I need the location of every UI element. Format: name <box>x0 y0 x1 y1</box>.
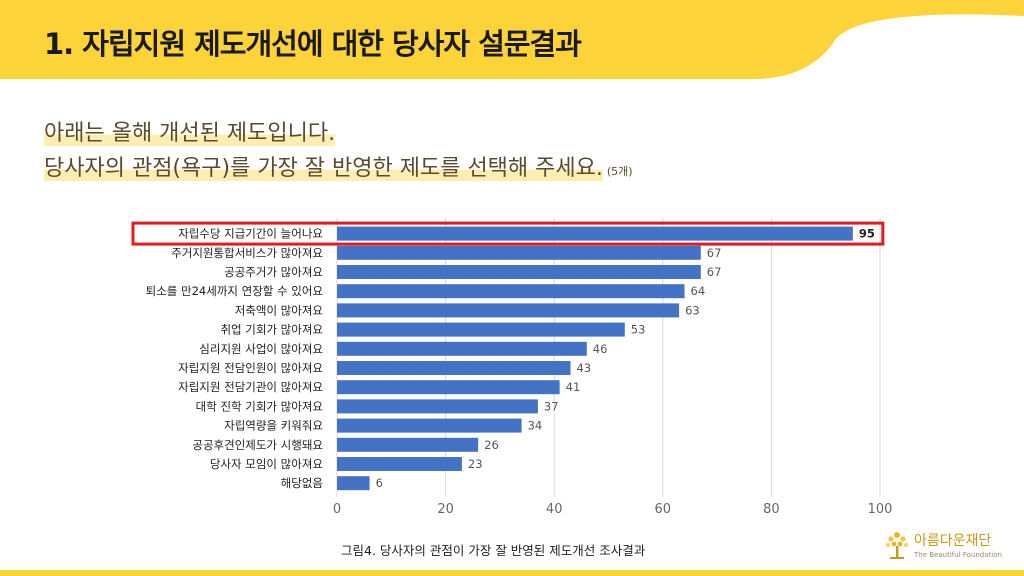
category-label: 심리지원 사업이 많아져요 <box>199 342 323 356</box>
x-tick-label: 60 <box>655 502 672 517</box>
category-label: 해당없음 <box>281 476 323 490</box>
value-label: 26 <box>484 438 499 452</box>
bar <box>337 284 685 299</box>
bar <box>337 399 538 414</box>
tree-logo-icon <box>885 532 909 559</box>
value-label: 46 <box>593 342 608 356</box>
bar <box>337 437 479 452</box>
logo-name: 아름다운재단 <box>914 533 992 549</box>
x-tick-label: 80 <box>763 502 780 517</box>
category-label: 공공주거가 많아져요 <box>224 265 323 279</box>
slide-title: 1. 자립지원 제도개선에 대한 당사자 설문결과 <box>44 27 582 61</box>
question-text-2: 당사자의 관점(욕구)를 가장 잘 반영한 제도를 선택해 주세요. <box>44 156 603 181</box>
footer-bar <box>0 570 1024 576</box>
value-label: 43 <box>576 361 591 375</box>
bar <box>337 265 701 279</box>
question-text-1: 아래는 올해 개선된 제도입니다. <box>44 121 336 146</box>
category-label: 대학 진학 기회가 많아져요 <box>196 399 323 413</box>
category-label: 자립수당 지급기간이 늘어나요 <box>178 227 323 241</box>
chapter-label: chapter 1 <box>902 36 978 52</box>
bar <box>337 322 625 337</box>
value-label: 67 <box>707 246 722 260</box>
category-label: 공공후견인제도가 시행돼요 <box>192 438 323 452</box>
value-label: 64 <box>691 284 706 298</box>
question-line-1: 아래는 올해 개선된 제도입니다. <box>44 115 336 147</box>
bar-chart: 0 20 40 60 80 100 자립수당 지급기간이 늘어나요 95 주거지원통합서비스가 … <box>131 218 893 517</box>
bar <box>337 476 370 491</box>
value-label: 63 <box>685 303 700 317</box>
value-label: 41 <box>566 380 581 394</box>
category-label: 취업 기회가 많아져요 <box>220 323 323 337</box>
category-label: 자립지원 전담인원이 많아져요 <box>178 361 323 375</box>
bar <box>337 418 522 433</box>
category-label: 자립지원 전담기관이 많아져요 <box>178 380 323 394</box>
x-tick-label: 40 <box>546 502 563 517</box>
bar <box>337 303 680 318</box>
bar <box>337 361 571 375</box>
bar <box>337 341 587 356</box>
header-band <box>0 0 1024 79</box>
question-line-2: 당사자의 관점(욕구)를 가장 잘 반영한 제도를 선택해 주세요. (5개) <box>44 150 633 182</box>
foundation-logo: 아름다운재단 The Beautiful Foundation <box>884 530 1014 564</box>
value-label: 95 <box>859 227 875 241</box>
x-tick-label: 0 <box>333 502 341 517</box>
value-label: 37 <box>544 399 559 413</box>
value-label: 23 <box>468 457 483 471</box>
category-label: 주거지원통합서비스가 많아져요 <box>171 246 323 260</box>
logo-subtitle: The Beautiful Foundation <box>914 551 1002 559</box>
value-label: 34 <box>528 419 543 433</box>
category-label: 자립역량을 키워줘요 <box>224 419 323 433</box>
category-label: 저축액이 많아져요 <box>235 303 323 317</box>
bar <box>337 457 462 471</box>
category-label: 퇴소를 만24세까지 연장할 수 있어요 <box>146 284 323 298</box>
x-tick-label: 100 <box>868 502 893 517</box>
value-label: 67 <box>707 265 722 279</box>
bar <box>337 245 701 260</box>
question-note: (5개) <box>606 165 633 178</box>
figure-caption: 그림4. 당사자의 관점이 가장 잘 반영된 제도개선 조사결과 <box>341 543 646 558</box>
bar <box>337 226 853 241</box>
x-tick-label: 20 <box>437 502 454 517</box>
value-label: 6 <box>376 476 383 490</box>
value-label: 53 <box>631 323 646 337</box>
category-label: 당사자 모임이 많아져요 <box>210 457 323 471</box>
highlight-box <box>131 221 885 246</box>
bar <box>337 380 560 395</box>
